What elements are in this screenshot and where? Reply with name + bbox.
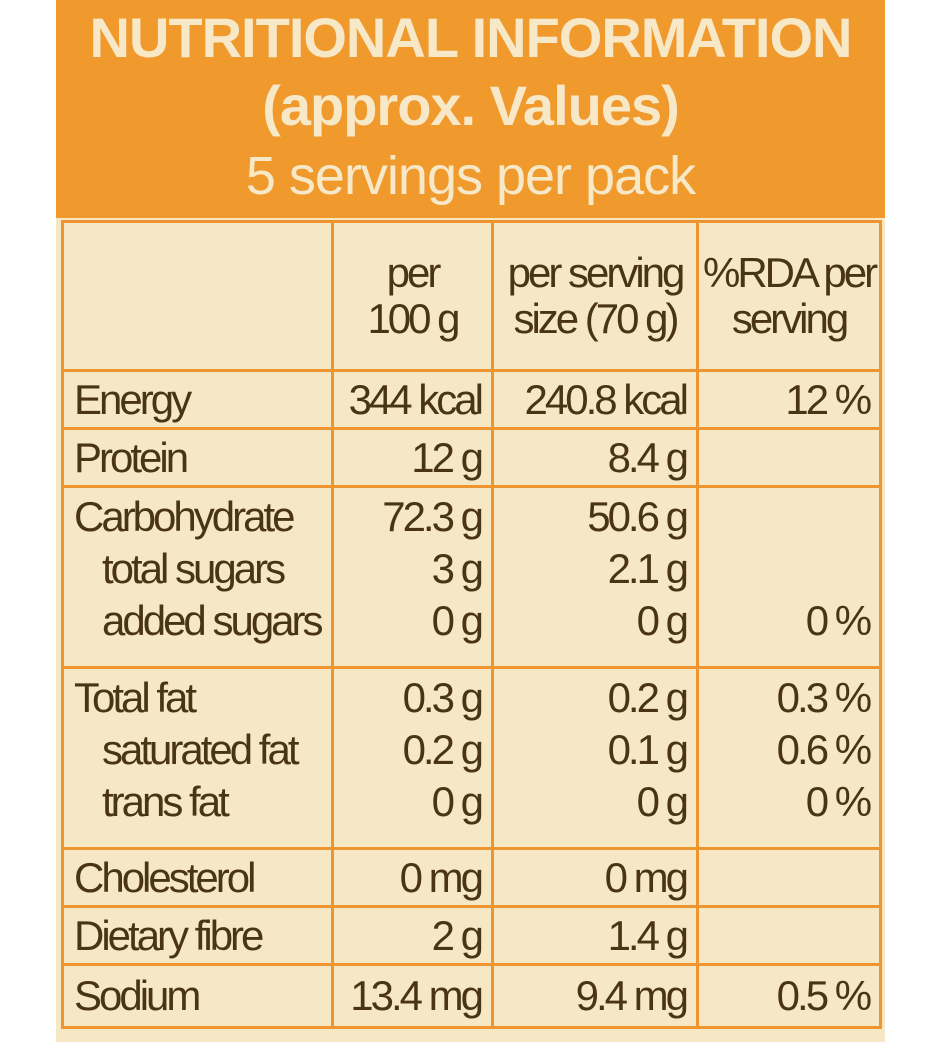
column-header-rda-line1: %RDA per xyxy=(703,249,878,296)
column-header-per-serving: per serving size (70 g) xyxy=(491,220,699,372)
column-header-rda-line2: serving xyxy=(731,295,849,342)
per-100g-value: 0.2 g xyxy=(402,726,484,773)
nutrient-label: Cholesterol xyxy=(61,847,334,908)
per-serving-value: 1.4 g xyxy=(491,905,699,966)
rda-value: 12 % xyxy=(695,369,883,430)
column-header-per-100g-line1: per xyxy=(386,249,442,296)
table-row: Cholesterol 0 mg 0 mg xyxy=(61,847,883,908)
per-100g-value: 13.4 mg xyxy=(331,963,494,1029)
per-100g-value: 2 g xyxy=(331,905,494,966)
table-header-row: per 100 g per serving size (70 g) %RDA p… xyxy=(61,220,883,372)
column-header-rda: %RDA per serving xyxy=(695,220,883,372)
rda-value: 0.6 % xyxy=(776,726,872,773)
rda-value: 0 % xyxy=(805,778,872,825)
nutrient-label: Sodium xyxy=(61,963,334,1029)
column-header-per-100g: per 100 g xyxy=(331,220,494,372)
column-header-per-100g-line2: 100 g xyxy=(367,295,460,342)
nutrient-label-group: Carbohydrate total sugars added sugars xyxy=(61,485,334,669)
header-empty-cell xyxy=(61,220,334,372)
table-row: Total fat saturated fat trans fat 0.3 g … xyxy=(61,666,883,850)
per-100g-value: 12 g xyxy=(331,427,494,488)
per-serving-value: 0.2 g xyxy=(607,674,689,721)
per-100g-group: 0.3 g 0.2 g 0 g xyxy=(331,666,494,850)
nutrient-label: Protein xyxy=(61,427,334,488)
nutrient-label: Dietary fibre xyxy=(61,905,334,966)
per-serving-value: 0 g xyxy=(636,597,689,644)
per-100g-value: 3 g xyxy=(431,545,484,592)
nutrient-label: Total fat xyxy=(74,674,197,721)
nutrition-table: per 100 g per serving size (70 g) %RDA p… xyxy=(61,220,883,1029)
per-serving-value: 240.8 kcal xyxy=(491,369,699,430)
column-header-per-serving-line2: size (70 g) xyxy=(513,295,679,342)
rda-value: 0 % xyxy=(805,597,872,644)
per-serving-group: 0.2 g 0.1 g 0 g xyxy=(491,666,699,850)
rda-group: 0.3 % 0.6 % 0 % xyxy=(695,666,883,850)
nutrient-label: Energy xyxy=(61,369,334,430)
table-row: Protein 12 g 8.4 g xyxy=(61,427,883,488)
table-row: Carbohydrate total sugars added sugars 7… xyxy=(61,485,883,669)
per-100g-group: 72.3 g 3 g 0 g xyxy=(331,485,494,669)
table-row: Energy 344 kcal 240.8 kcal 12 % xyxy=(61,369,883,430)
per-serving-value: 8.4 g xyxy=(491,427,699,488)
nutrient-sublabel: total sugars xyxy=(102,545,286,592)
per-100g-value: 0.3 g xyxy=(402,674,484,721)
per-serving-value: 9.4 mg xyxy=(491,963,699,1029)
table-row: Sodium 13.4 mg 9.4 mg 0.5 % xyxy=(61,963,883,1029)
per-serving-group: 50.6 g 2.1 g 0 g xyxy=(491,485,699,669)
per-serving-value: 0 g xyxy=(636,778,689,825)
rda-value xyxy=(695,905,883,966)
per-100g-value: 0 mg xyxy=(331,847,494,908)
per-serving-value: 0.1 g xyxy=(607,726,689,773)
rda-group: 0 % xyxy=(695,485,883,669)
nutrient-sublabel: trans fat xyxy=(102,778,230,825)
servings-per-pack: 5 servings per pack xyxy=(245,146,696,206)
nutrient-sublabel: added sugars xyxy=(102,597,324,644)
rda-value xyxy=(695,427,883,488)
rda-value: 0.5 % xyxy=(695,963,883,1029)
per-serving-value: 0 mg xyxy=(491,847,699,908)
nutrient-label-group: Total fat saturated fat trans fat xyxy=(61,666,334,850)
per-100g-value: 0 g xyxy=(431,597,484,644)
rda-value xyxy=(695,847,883,908)
rda-value xyxy=(709,544,869,596)
column-header-per-serving-line1: per serving xyxy=(507,249,686,296)
nutrition-header: NUTRITIONAL INFORMATION (approx. Values)… xyxy=(56,0,885,218)
per-serving-value: 2.1 g xyxy=(607,545,689,592)
nutrient-label: Carbohydrate xyxy=(74,493,295,540)
table-row: Dietary fibre 2 g 1.4 g xyxy=(61,905,883,966)
title-line-2: (approx. Values) xyxy=(262,74,680,137)
per-100g-value: 344 kcal xyxy=(331,369,494,430)
per-100g-value: 72.3 g xyxy=(382,493,484,540)
nutrient-sublabel: saturated fat xyxy=(102,726,299,773)
nutrition-label: NUTRITIONAL INFORMATION (approx. Values)… xyxy=(56,0,885,1042)
per-serving-value: 50.6 g xyxy=(587,493,689,540)
rda-value xyxy=(709,492,869,544)
title-line-1: NUTRITIONAL INFORMATION xyxy=(89,6,853,69)
rda-value: 0.3 % xyxy=(776,674,872,721)
per-100g-value: 0 g xyxy=(431,778,484,825)
